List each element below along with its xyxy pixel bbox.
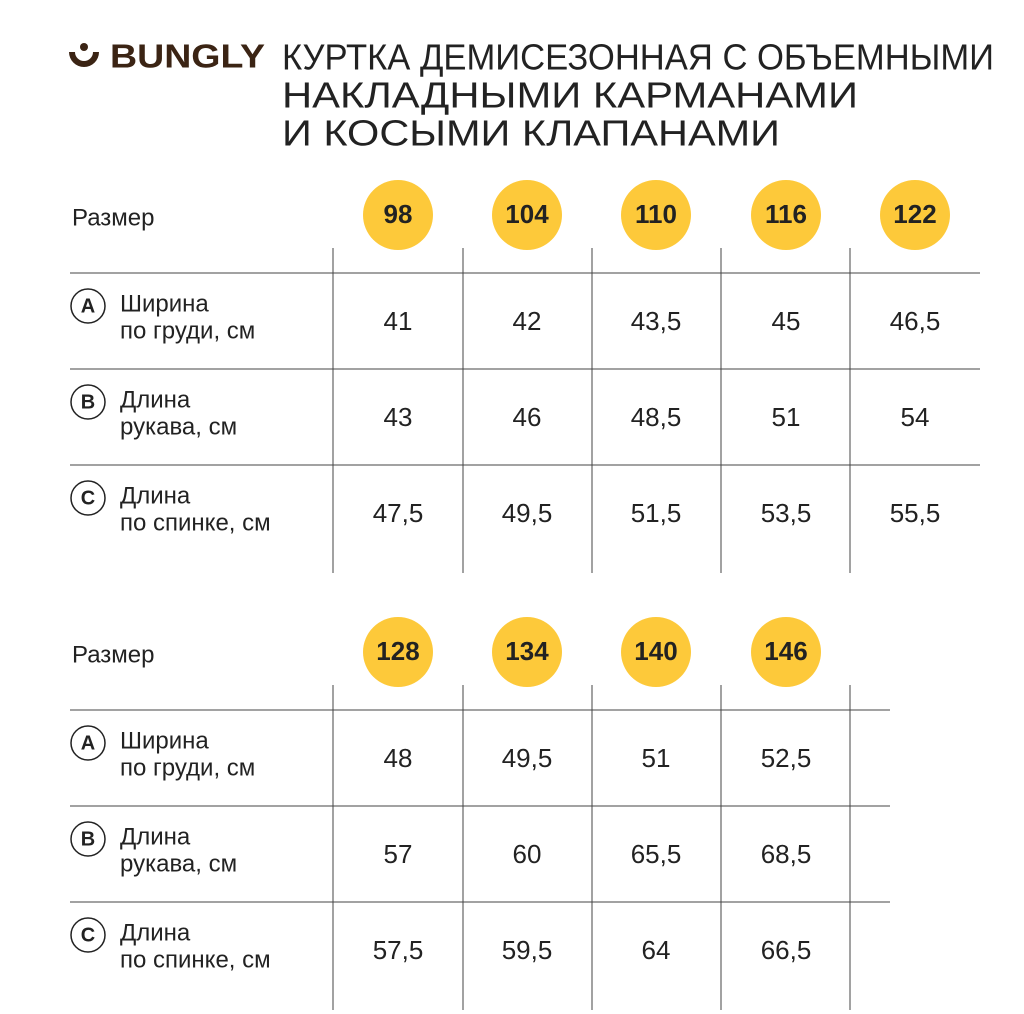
size-badge (363, 180, 433, 250)
row-letter: A (81, 732, 95, 754)
row-letter-circle (70, 821, 106, 857)
row-label: по груди, см (120, 317, 255, 344)
cell-value: 43 (384, 402, 413, 432)
size-badge (621, 617, 691, 687)
cell-value: 60 (513, 839, 542, 869)
size-value: 140 (634, 636, 677, 666)
cell-value: 43,5 (631, 306, 682, 336)
logo-dot (80, 43, 88, 51)
cell-value: 41 (384, 306, 413, 336)
cell-value: 51 (642, 743, 671, 773)
size-value: 116 (765, 199, 807, 229)
cell-value: 52,5 (761, 743, 812, 773)
size-value: 104 (505, 199, 549, 229)
logo-icon (69, 52, 99, 67)
size-badge (363, 617, 433, 687)
cell-value: 57,5 (373, 935, 424, 965)
row-letter: B (81, 828, 95, 850)
title-line: И КОСЫМИ КЛАПАНАМИ (282, 113, 780, 154)
row-label: Ширина (120, 290, 209, 317)
size-value: 122 (893, 199, 936, 229)
cell-value: 59,5 (502, 935, 553, 965)
size-value: 134 (505, 636, 549, 666)
row-letter-circle (70, 917, 106, 953)
row-letter-circle (70, 384, 106, 420)
cell-value: 65,5 (631, 839, 682, 869)
logo: BUNGLY (69, 38, 265, 75)
row-label: рукава, см (120, 413, 237, 440)
title-line: НАКЛАДНЫМИ КАРМАНАМИ (282, 75, 858, 116)
size-value: 128 (376, 636, 419, 666)
size-badge (880, 180, 950, 250)
row-label: по спинке, см (120, 946, 271, 973)
cell-value: 54 (901, 402, 930, 432)
row-letter-circle (70, 288, 106, 324)
row-label: Длина (120, 482, 191, 509)
row-label: рукава, см (120, 850, 237, 877)
cell-value: 49,5 (502, 498, 553, 528)
cell-value: 46 (513, 402, 542, 432)
row-label: по спинке, см (120, 509, 271, 536)
cell-value: 57 (384, 839, 413, 869)
cell-value: 66,5 (761, 935, 812, 965)
cell-value: 68,5 (761, 839, 812, 869)
row-label: Длина (120, 823, 191, 850)
size-badge (751, 180, 821, 250)
cell-value: 46,5 (890, 306, 941, 336)
row-letter-circle (70, 480, 106, 516)
brand: BUNGLY (110, 38, 265, 75)
size-badge (492, 617, 562, 687)
row-letter: B (81, 391, 95, 413)
row-letter: A (81, 295, 95, 317)
cell-value: 64 (642, 935, 671, 965)
row-letter: C (81, 487, 95, 509)
cell-value: 48,5 (631, 402, 682, 432)
size-badge (751, 617, 821, 687)
cell-value: 49,5 (502, 743, 553, 773)
size-value: 98 (384, 199, 413, 229)
row-label: Ширина (120, 727, 209, 754)
cell-value: 48 (384, 743, 413, 773)
cell-value: 55,5 (890, 498, 941, 528)
size-badge (492, 180, 562, 250)
row-label: Длина (120, 919, 191, 946)
size-label: Размер (72, 641, 155, 668)
row-label: Длина (120, 386, 191, 413)
cell-value: 51 (772, 402, 801, 432)
row-letter-circle (70, 725, 106, 761)
size-label: Размер (72, 204, 155, 231)
size-badge (621, 180, 691, 250)
cell-value: 47,5 (373, 498, 424, 528)
size-value: 110 (635, 199, 677, 229)
row-label: по груди, см (120, 754, 255, 781)
cell-value: 45 (772, 306, 801, 336)
size-value: 146 (764, 636, 807, 666)
cell-value: 53,5 (761, 498, 812, 528)
title-line: КУРТКА ДЕМИСЕЗОННАЯ С ОБЪЕМНЫМИ (282, 37, 994, 78)
cell-value: 51,5 (631, 498, 682, 528)
row-letter: C (81, 924, 95, 946)
cell-value: 42 (513, 306, 542, 336)
